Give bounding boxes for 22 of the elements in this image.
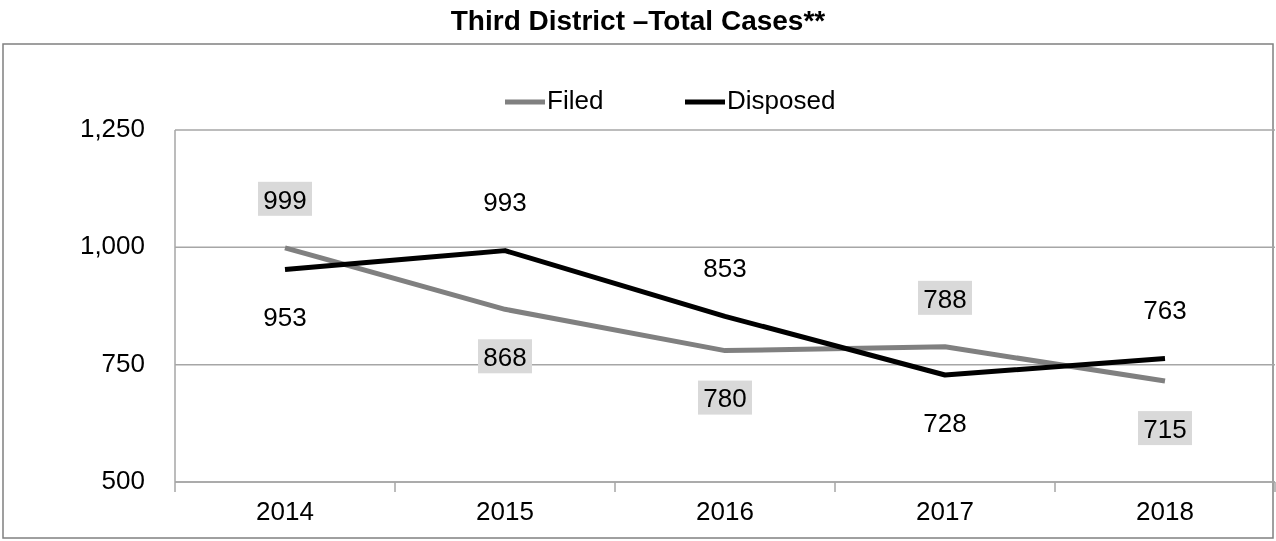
- x-tick-label: 2018: [1136, 496, 1194, 526]
- y-tick-label: 750: [101, 347, 145, 378]
- y-tick-label: 1,000: [79, 230, 145, 261]
- x-tick-label: 2017: [916, 496, 974, 526]
- data-label: 953: [263, 302, 307, 333]
- x-tick-label: 2014: [256, 496, 314, 526]
- chart-title: Third District –Total Cases**: [450, 5, 826, 36]
- data-label: 868: [483, 342, 527, 373]
- x-tick-label: 2015: [476, 496, 534, 526]
- data-label: 780: [703, 383, 747, 414]
- x-tick-label: 2016: [696, 496, 754, 526]
- data-label: 993: [483, 187, 527, 218]
- legend-label: Filed: [547, 84, 604, 115]
- legend-label: Disposed: [727, 84, 836, 115]
- data-label: 853: [703, 253, 747, 284]
- data-label: 728: [923, 407, 967, 438]
- data-label: 715: [1143, 413, 1187, 444]
- data-label: 788: [923, 283, 967, 314]
- data-label: 999: [263, 184, 307, 215]
- data-label: 763: [1143, 295, 1187, 326]
- y-tick-label: 500: [101, 464, 145, 495]
- y-tick-label: 1,250: [79, 112, 145, 143]
